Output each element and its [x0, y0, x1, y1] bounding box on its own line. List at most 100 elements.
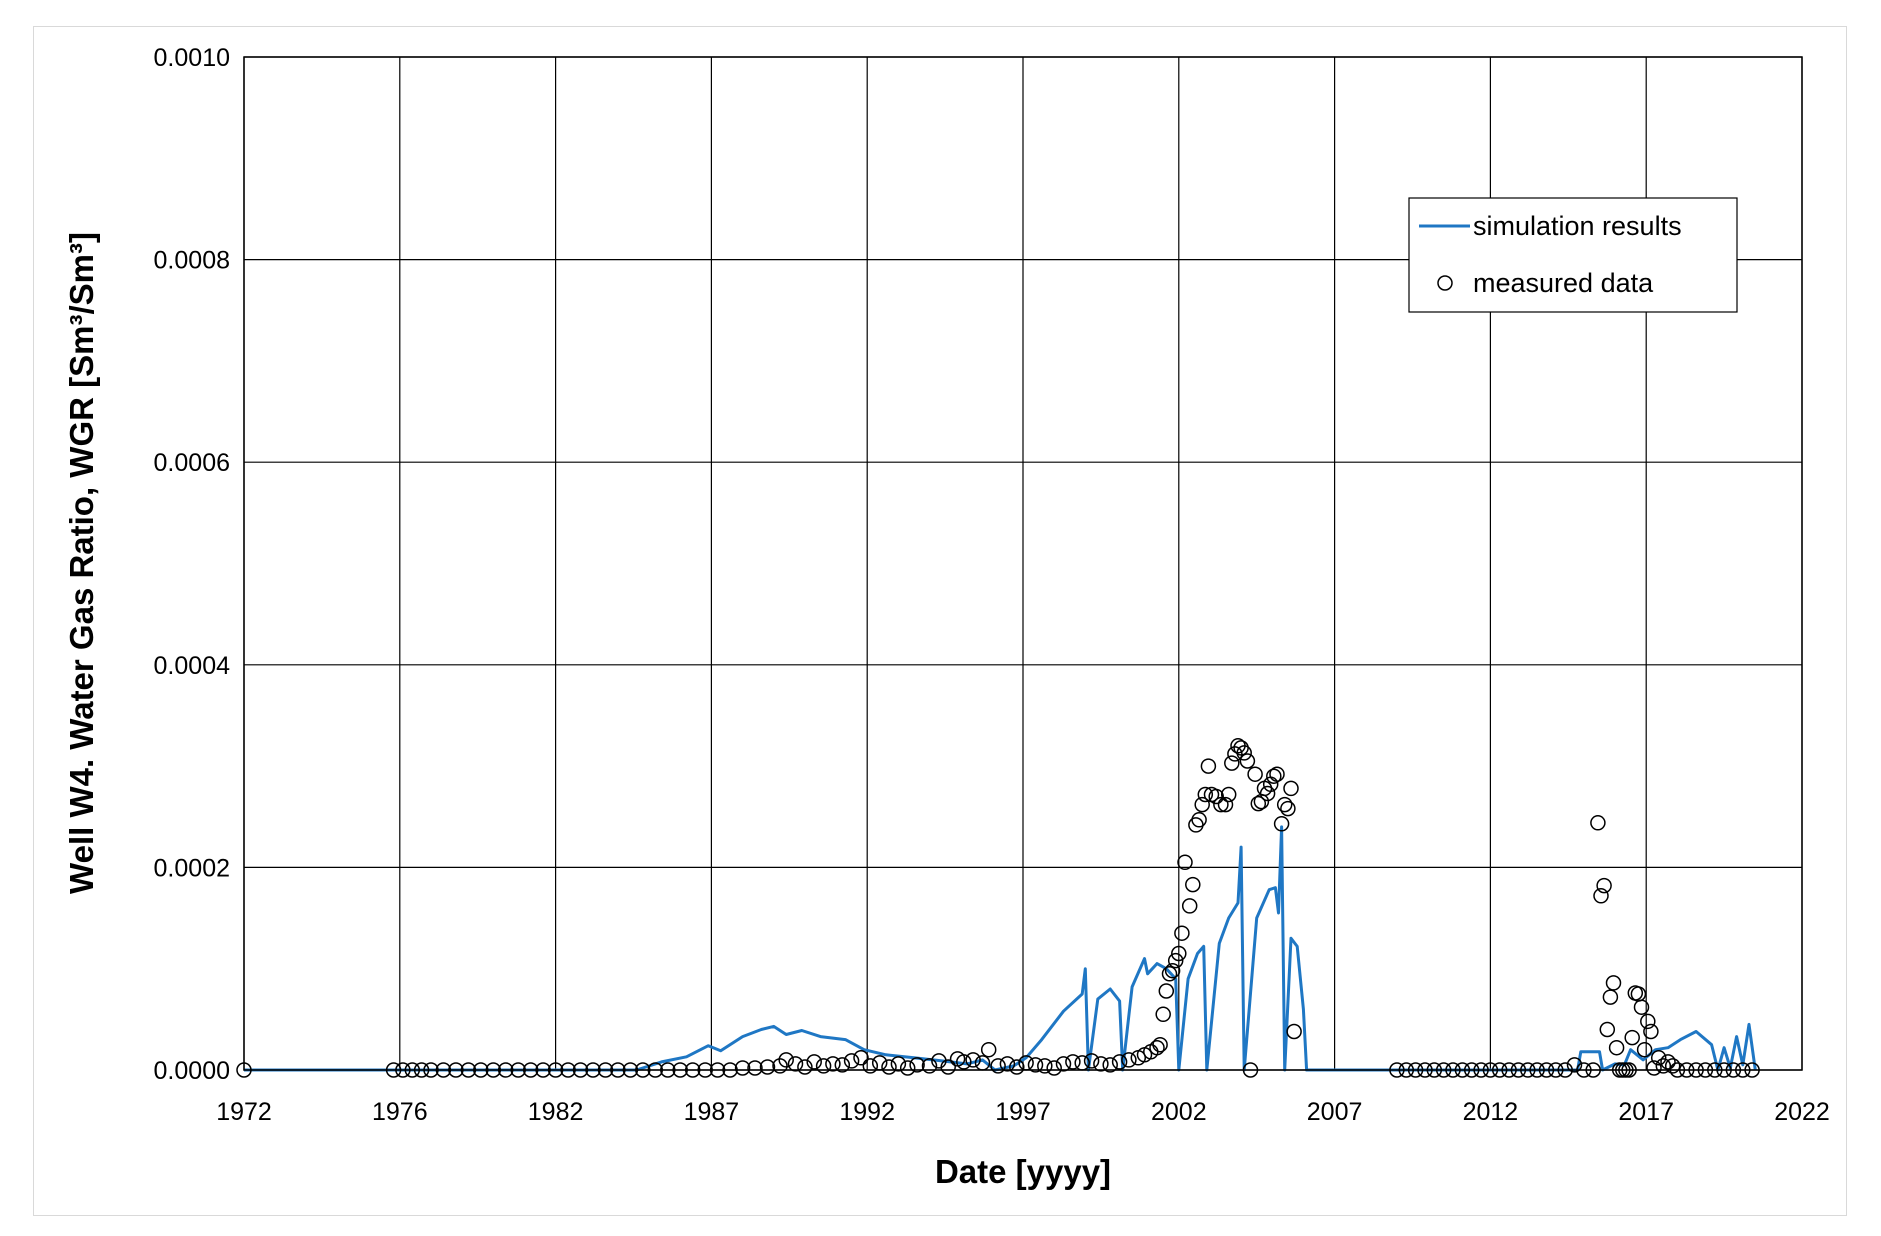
- plot-border: [243, 56, 1803, 1071]
- measured-point: [1102, 1057, 1118, 1073]
- measured-point: [1181, 898, 1198, 914]
- measured-point: [1177, 854, 1193, 871]
- measured-point: [1155, 1006, 1171, 1023]
- measured-point: [990, 1058, 1006, 1074]
- measured-point: [1566, 1057, 1583, 1073]
- measured-point: [1083, 1053, 1100, 1069]
- measured-point: [1286, 1023, 1302, 1040]
- measured-point: [1276, 796, 1293, 813]
- measured-point: [747, 1060, 763, 1076]
- measured-point: [1208, 788, 1224, 805]
- measured-point: [1213, 796, 1229, 813]
- measured-point: [1200, 758, 1217, 774]
- measured-point: [1217, 796, 1234, 813]
- measured-point: [1149, 1039, 1165, 1056]
- measured-point: [843, 1053, 860, 1069]
- x-tick-label: 2012: [1463, 1098, 1519, 1126]
- x-tick-label: 1997: [995, 1098, 1051, 1126]
- x-tick-label: 1982: [528, 1098, 584, 1126]
- measured-point: [1046, 1060, 1062, 1076]
- measured-point: [1590, 815, 1606, 831]
- measured-point: [1259, 785, 1276, 802]
- measured-point: [1174, 925, 1190, 941]
- x-tick-label: 2002: [1151, 1098, 1207, 1126]
- measured-point: [1633, 999, 1650, 1015]
- measured-point: [1194, 796, 1210, 813]
- measured-point: [1660, 1054, 1676, 1070]
- y-tick-label: 0.0006: [154, 449, 230, 477]
- measured-point: [1599, 1021, 1616, 1038]
- measured-point: [921, 1058, 938, 1074]
- measured-point: [759, 1059, 776, 1075]
- measured-point: [853, 1050, 869, 1066]
- measured-point: [1236, 745, 1252, 761]
- measured-point: [825, 1056, 841, 1072]
- x-tick-label: 1976: [372, 1098, 428, 1126]
- measured-point: [1602, 989, 1619, 1005]
- measured-point: [1065, 1054, 1081, 1070]
- measured-point: [1093, 1056, 1109, 1072]
- measured-point: [1650, 1050, 1667, 1066]
- measured-point: [1037, 1058, 1053, 1074]
- measured-point: [890, 1056, 907, 1072]
- y-tick-label: 0.0000: [154, 1057, 230, 1085]
- y-tick-label: 0.0010: [154, 44, 230, 72]
- legend-box: [1408, 197, 1738, 313]
- measured-point: [834, 1057, 851, 1073]
- measured-point: [1280, 800, 1296, 817]
- y-tick-labels: 0.0000 0.0002 0.0004 0.0006 0.0008 0.0010: [154, 44, 231, 1085]
- y-tick-label: 0.0002: [154, 854, 230, 882]
- x-tick-label: 1987: [684, 1098, 740, 1126]
- x-tick-label: 2007: [1307, 1098, 1363, 1126]
- measured-point: [909, 1057, 925, 1073]
- measured-point: [1640, 1013, 1656, 1030]
- measured-point: [806, 1054, 822, 1070]
- measured-point: [1655, 1058, 1672, 1074]
- measured-point: [1121, 1052, 1137, 1068]
- legend-label-simulation: simulation results: [1473, 211, 1682, 241]
- measured-point: [1111, 1054, 1128, 1070]
- legend: simulation results measured data: [1408, 197, 1738, 313]
- measured-point: [1643, 1023, 1659, 1040]
- measured-point: [1250, 795, 1267, 812]
- measured-point: [1273, 816, 1290, 832]
- measured-point: [1269, 766, 1285, 782]
- simulation-line: [244, 825, 1757, 1072]
- measured-point: [1239, 753, 1256, 769]
- measured-point: [862, 1058, 879, 1074]
- measured-point: [1224, 755, 1240, 771]
- measured-point: [778, 1052, 794, 1068]
- y-tick-label: 0.0004: [154, 652, 231, 680]
- measured-point: [734, 1060, 751, 1076]
- chart-frame: [33, 26, 1847, 1216]
- measured-point: [1158, 983, 1175, 999]
- measured-point: [787, 1056, 804, 1072]
- measured-point: [999, 1056, 1016, 1072]
- measured-point: [1009, 1059, 1025, 1075]
- x-tick-label: 2017: [1618, 1098, 1674, 1126]
- measured-point: [881, 1059, 897, 1075]
- measured-point: [1596, 877, 1612, 894]
- measured-point: [1220, 786, 1237, 803]
- measured-point: [1167, 952, 1184, 969]
- measured-point: [899, 1060, 916, 1076]
- measured-point: [1605, 975, 1622, 991]
- measured-point: [1266, 768, 1282, 784]
- measured-point: [1593, 888, 1609, 904]
- y-axis-title: Well W4. Water Gas Ratio, WGR [Sm³/Sm³]: [63, 232, 100, 894]
- legend-marker-swatch: [1437, 275, 1453, 291]
- measured-point: [1608, 1039, 1625, 1056]
- measured-point: [1646, 1060, 1662, 1076]
- measured-point: [1171, 945, 1187, 962]
- x-tick-label: 1992: [839, 1098, 895, 1126]
- measured-point: [1185, 876, 1201, 893]
- legend-label-measured: measured data: [1473, 268, 1654, 298]
- simulation-series: [244, 825, 1757, 1072]
- x-tick-labels: 1972 1976 1982 1987 1992 1997 2002 2007 2012 2017…: [216, 1098, 1830, 1126]
- measured-point: [980, 1041, 997, 1058]
- measured-point: [1164, 962, 1181, 979]
- measured-point: [815, 1058, 832, 1074]
- measured-point: [797, 1059, 813, 1075]
- measured-point: [1197, 786, 1214, 803]
